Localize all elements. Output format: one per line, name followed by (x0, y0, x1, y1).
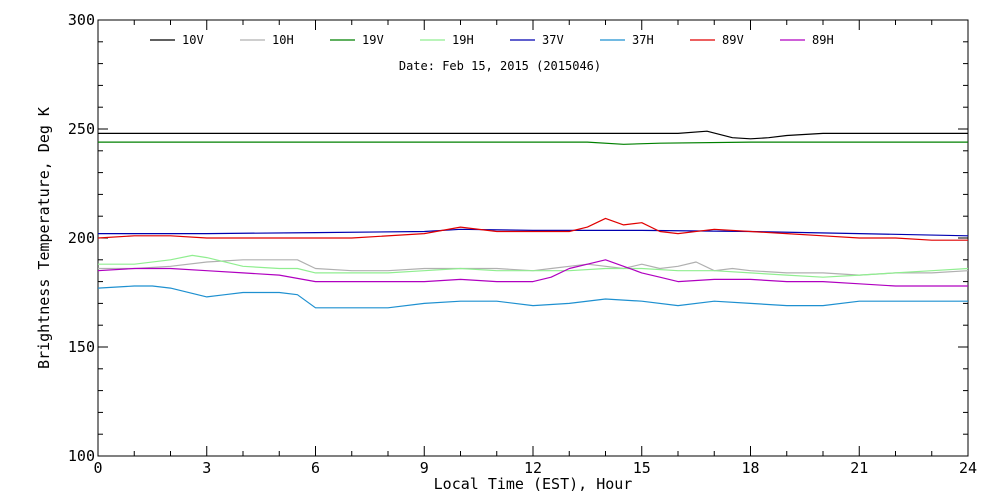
y-tick-label: 250 (68, 120, 95, 138)
legend-label-37v: 37V (542, 33, 564, 47)
series-line-19v (98, 141, 968, 145)
y-tick-label: 100 (68, 447, 95, 465)
x-tick-label: 9 (420, 459, 429, 477)
x-tick-label: 24 (959, 459, 977, 477)
x-tick-label: 18 (741, 459, 759, 477)
legend-label-10h: 10H (272, 33, 294, 47)
series-line-10v (98, 130, 968, 140)
legend: 10V 10H 19V 19H 37V 37H 89V 89H (150, 33, 834, 47)
chart-subtitle: Date: Feb 15, 2015 (2015046) (399, 59, 601, 73)
axis-tick-labels: 0 3 6 9 12 15 18 21 24 100 150 200 250 300 (68, 11, 977, 477)
legend-label-19v: 19V (362, 33, 384, 47)
series-line-89h (97, 259, 968, 287)
legend-label-89v: 89V (722, 33, 744, 47)
series-line-10h (98, 259, 969, 276)
series-line-19h (98, 254, 969, 278)
x-axis-title: Local Time (EST), Hour (434, 475, 633, 493)
x-tick-label: 6 (311, 459, 320, 477)
y-tick-label: 150 (68, 338, 95, 356)
legend-label-37h: 37H (632, 33, 654, 47)
x-tick-label: 3 (202, 459, 211, 477)
series-line-37v (98, 228, 969, 237)
x-tick-label: 12 (524, 459, 542, 477)
y-tick-label: 300 (68, 11, 95, 29)
x-tick-label: 21 (850, 459, 868, 477)
series-line-89v (97, 217, 968, 241)
x-tick-label: 0 (93, 459, 102, 477)
y-axis-title: Brightness Temperature, Deg K (35, 107, 53, 369)
series-lines (97, 130, 969, 309)
y-tick-label: 200 (68, 229, 95, 247)
axis-ticks (97, 19, 969, 457)
x-tick-label: 15 (633, 459, 651, 477)
legend-label-10v: 10V (182, 33, 204, 47)
legend-label-19h: 19H (452, 33, 474, 47)
series-line-37h (97, 285, 968, 309)
legend-label-89h: 89H (812, 33, 834, 47)
